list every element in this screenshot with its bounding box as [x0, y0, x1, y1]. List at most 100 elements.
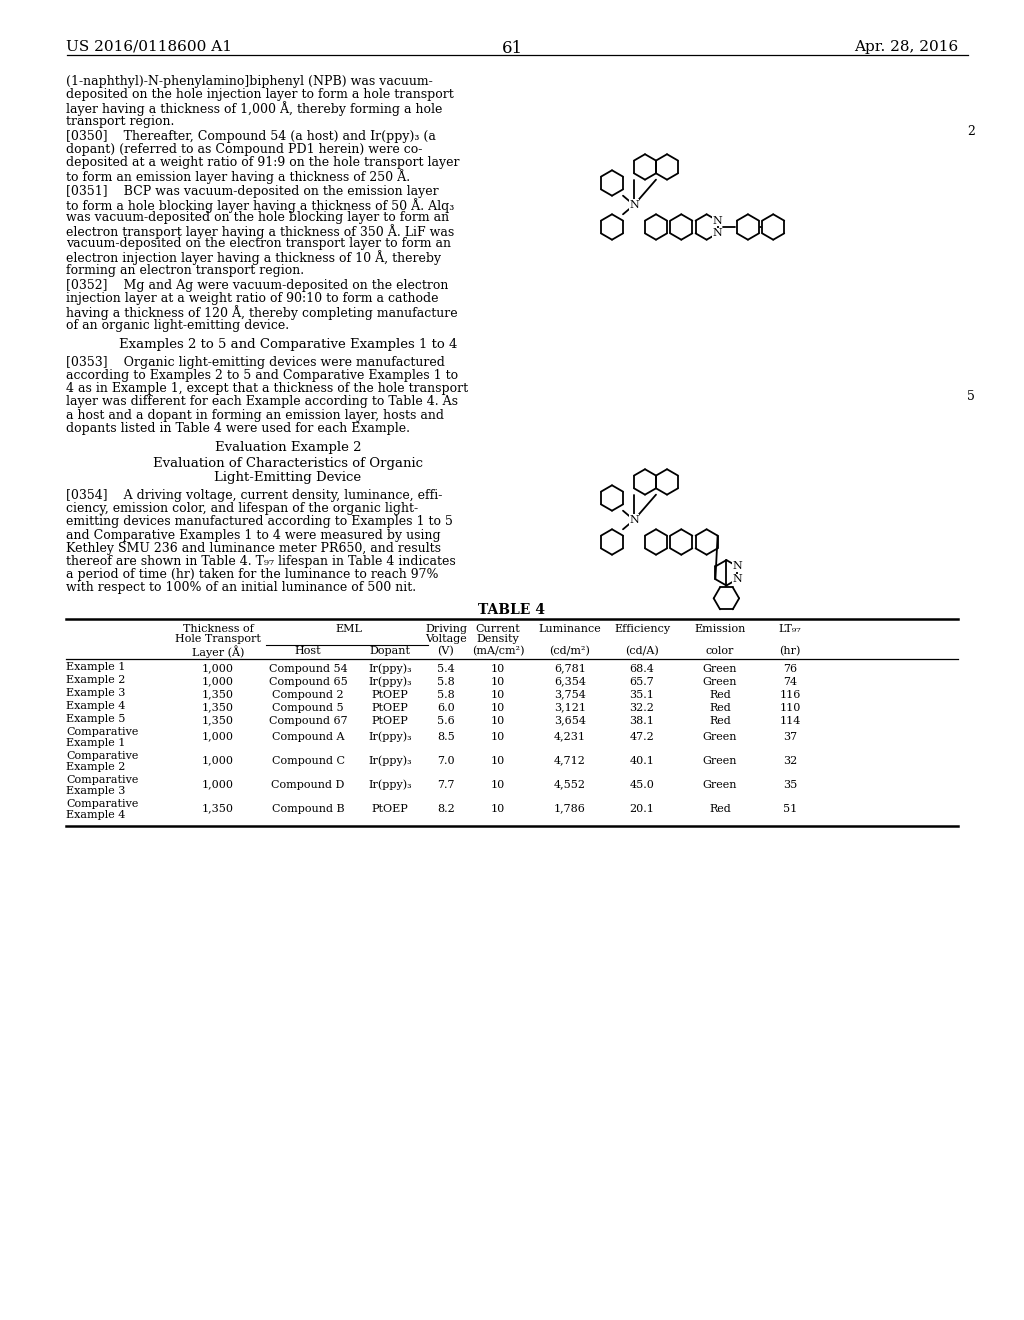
Text: Current: Current	[475, 623, 520, 634]
Text: 10: 10	[490, 664, 505, 673]
Text: color: color	[706, 645, 734, 656]
Text: 5: 5	[967, 389, 975, 403]
Text: [0353]    Organic light-emitting devices were manufactured: [0353] Organic light-emitting devices we…	[66, 356, 444, 368]
Text: 40.1: 40.1	[630, 755, 654, 766]
Text: Red: Red	[710, 804, 731, 813]
Text: EML: EML	[336, 623, 362, 634]
Text: Red: Red	[710, 689, 731, 700]
Text: Green: Green	[702, 677, 737, 686]
Text: Compound 67: Compound 67	[268, 715, 347, 726]
Text: to form an emission layer having a thickness of 250 Å.: to form an emission layer having a thick…	[66, 169, 411, 185]
Text: 116: 116	[779, 689, 801, 700]
Text: 4,231: 4,231	[554, 731, 586, 742]
Text: Ir(ppy)₃: Ir(ppy)₃	[369, 755, 412, 766]
Text: Ir(ppy)₃: Ir(ppy)₃	[369, 664, 412, 675]
Text: Comparative: Comparative	[66, 751, 138, 760]
Text: 1,350: 1,350	[202, 804, 234, 813]
Text: Example 4: Example 4	[66, 809, 125, 820]
Text: Compound 54: Compound 54	[268, 664, 347, 673]
Text: (mA/cm²): (mA/cm²)	[472, 645, 524, 656]
Text: Green: Green	[702, 780, 737, 789]
Text: N: N	[713, 215, 723, 226]
Text: 1,350: 1,350	[202, 702, 234, 713]
Text: (hr): (hr)	[779, 645, 801, 656]
Text: ciency, emission color, and lifespan of the organic light-: ciency, emission color, and lifespan of …	[66, 502, 418, 515]
Text: N: N	[629, 515, 639, 525]
Text: 1,000: 1,000	[202, 755, 234, 766]
Text: Red: Red	[710, 702, 731, 713]
Text: electron transport layer having a thickness of 350 Å. LiF was: electron transport layer having a thickn…	[66, 224, 455, 239]
Text: Example 3: Example 3	[66, 688, 125, 697]
Text: transport region.: transport region.	[66, 115, 174, 128]
Text: Comparative: Comparative	[66, 775, 138, 784]
Text: 38.1: 38.1	[630, 715, 654, 726]
Text: 32: 32	[783, 755, 797, 766]
Text: 8.5: 8.5	[437, 731, 455, 742]
Text: PtOEP: PtOEP	[372, 715, 409, 726]
Text: 5.8: 5.8	[437, 689, 455, 700]
Text: 3,754: 3,754	[554, 689, 586, 700]
Text: 20.1: 20.1	[630, 804, 654, 813]
Text: PtOEP: PtOEP	[372, 689, 409, 700]
Text: having a thickness of 120 Å, thereby completing manufacture: having a thickness of 120 Å, thereby com…	[66, 305, 458, 321]
Text: N: N	[629, 201, 639, 210]
Text: (V): (V)	[437, 645, 455, 656]
Text: Red: Red	[710, 715, 731, 726]
Text: 61: 61	[502, 40, 522, 57]
Text: Compound C: Compound C	[271, 755, 344, 766]
Text: 6.0: 6.0	[437, 702, 455, 713]
Text: 3,654: 3,654	[554, 715, 586, 726]
Text: Example 4: Example 4	[66, 701, 125, 710]
Text: Evaluation of Characteristics of Organic: Evaluation of Characteristics of Organic	[153, 457, 423, 470]
Text: Ir(ppy)₃: Ir(ppy)₃	[369, 677, 412, 688]
Text: PtOEP: PtOEP	[372, 702, 409, 713]
Text: Example 2: Example 2	[66, 762, 125, 772]
Text: 7.7: 7.7	[437, 780, 455, 789]
Text: layer having a thickness of 1,000 Å, thereby forming a hole: layer having a thickness of 1,000 Å, the…	[66, 102, 442, 116]
Text: a period of time (hr) taken for the luminance to reach 97%: a period of time (hr) taken for the lumi…	[66, 568, 438, 581]
Text: Driving: Driving	[425, 623, 467, 634]
Text: Apr. 28, 2016: Apr. 28, 2016	[854, 40, 958, 54]
Text: 5.8: 5.8	[437, 677, 455, 686]
Text: 110: 110	[779, 702, 801, 713]
Text: layer was different for each Example according to Table 4. As: layer was different for each Example acc…	[66, 396, 458, 408]
Text: to form a hole blocking layer having a thickness of 50 Å. Alq₃: to form a hole blocking layer having a t…	[66, 198, 455, 213]
Text: 65.7: 65.7	[630, 677, 654, 686]
Text: (cd/A): (cd/A)	[625, 645, 658, 656]
Text: Compound 2: Compound 2	[272, 689, 344, 700]
Text: N: N	[732, 574, 742, 585]
Text: Green: Green	[702, 755, 737, 766]
Text: Compound 65: Compound 65	[268, 677, 347, 686]
Text: 74: 74	[783, 677, 797, 686]
Text: 4,712: 4,712	[554, 755, 586, 766]
Text: Luminance: Luminance	[539, 623, 601, 634]
Text: 1,000: 1,000	[202, 731, 234, 742]
Text: Kethley SMU 236 and luminance meter PR650, and results: Kethley SMU 236 and luminance meter PR65…	[66, 541, 441, 554]
Text: deposited at a weight ratio of 91:9 on the hole transport layer: deposited at a weight ratio of 91:9 on t…	[66, 156, 460, 169]
Text: [0350]    Thereafter, Compound 54 (a host) and Ir(ppy)₃ (a: [0350] Thereafter, Compound 54 (a host) …	[66, 129, 436, 143]
Text: deposited on the hole injection layer to form a hole transport: deposited on the hole injection layer to…	[66, 88, 454, 102]
Text: Hole Transport: Hole Transport	[175, 634, 261, 644]
Text: LT₉₇: LT₉₇	[778, 623, 802, 634]
Text: Light-Emitting Device: Light-Emitting Device	[214, 471, 361, 484]
Text: 10: 10	[490, 689, 505, 700]
Text: [0352]    Mg and Ag were vacuum-deposited on the electron: [0352] Mg and Ag were vacuum-deposited o…	[66, 279, 449, 292]
Text: 5.6: 5.6	[437, 715, 455, 726]
Text: 10: 10	[490, 715, 505, 726]
Text: was vacuum-deposited on the hole blocking layer to form an: was vacuum-deposited on the hole blockin…	[66, 211, 450, 224]
Text: (cd/m²): (cd/m²)	[550, 645, 591, 656]
Text: 45.0: 45.0	[630, 780, 654, 789]
Text: 76: 76	[783, 664, 797, 673]
Text: (1-naphthyl)-N-phenylamino]biphenyl (NPB) was vacuum-: (1-naphthyl)-N-phenylamino]biphenyl (NPB…	[66, 75, 433, 88]
Text: 10: 10	[490, 677, 505, 686]
Text: dopants listed in Table 4 were used for each Example.: dopants listed in Table 4 were used for …	[66, 422, 410, 434]
Text: Example 5: Example 5	[66, 714, 125, 723]
Text: Density: Density	[476, 634, 519, 644]
Text: 35.1: 35.1	[630, 689, 654, 700]
Text: Ir(ppy)₃: Ir(ppy)₃	[369, 780, 412, 791]
Text: 35: 35	[783, 780, 797, 789]
Text: Example 3: Example 3	[66, 785, 125, 796]
Text: Compound A: Compound A	[271, 731, 344, 742]
Text: Compound D: Compound D	[271, 780, 345, 789]
Text: 10: 10	[490, 702, 505, 713]
